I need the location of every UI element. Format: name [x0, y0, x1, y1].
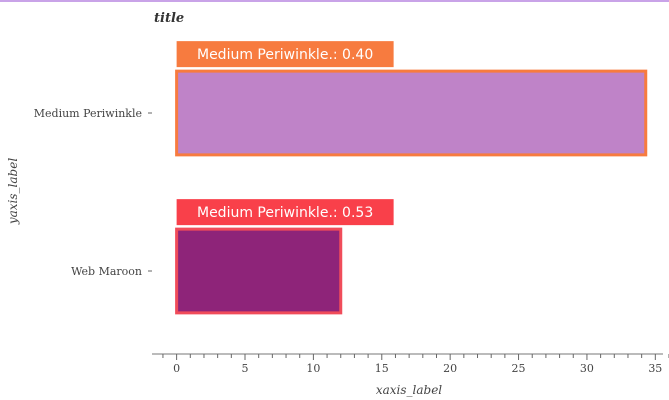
- chart-title: title: [154, 11, 184, 26]
- x-axis-label: xaxis_label: [376, 383, 442, 397]
- x-tick-label: 15: [375, 362, 389, 375]
- x-tick-label: 10: [306, 362, 320, 375]
- top-accent-line: [0, 0, 669, 2]
- y-tick-label: Medium Periwinkle: [34, 107, 142, 120]
- axes-group: Medium Periwinkle Web Maroon 0 5 10 15 20 25 30 3…: [34, 107, 669, 375]
- x-tick-label: 35: [648, 362, 662, 375]
- x-tick-label: 5: [242, 362, 249, 375]
- bar-web-maroon: [175, 227, 343, 315]
- bar-medium-periwinkle: [175, 69, 648, 157]
- annotation-label: Medium Periwinkle.: 0.40: [197, 47, 373, 63]
- annotations-group: Medium Periwinkle.: 0.40 Medium Periwinkl…: [176, 41, 394, 226]
- x-tick-label: 0: [173, 362, 180, 375]
- annotation-label: Medium Periwinkle.: 0.53: [197, 205, 373, 221]
- y-tick-label: Web Maroon: [71, 265, 142, 278]
- bars-group: [175, 69, 648, 315]
- annotation-box: [176, 41, 394, 68]
- x-tick-label: 20: [443, 362, 457, 375]
- x-tick-label: 25: [512, 362, 526, 375]
- x-tick-label: 30: [580, 362, 594, 375]
- y-axis-label: yaxis_label: [6, 158, 20, 225]
- annotation-box: [176, 199, 394, 226]
